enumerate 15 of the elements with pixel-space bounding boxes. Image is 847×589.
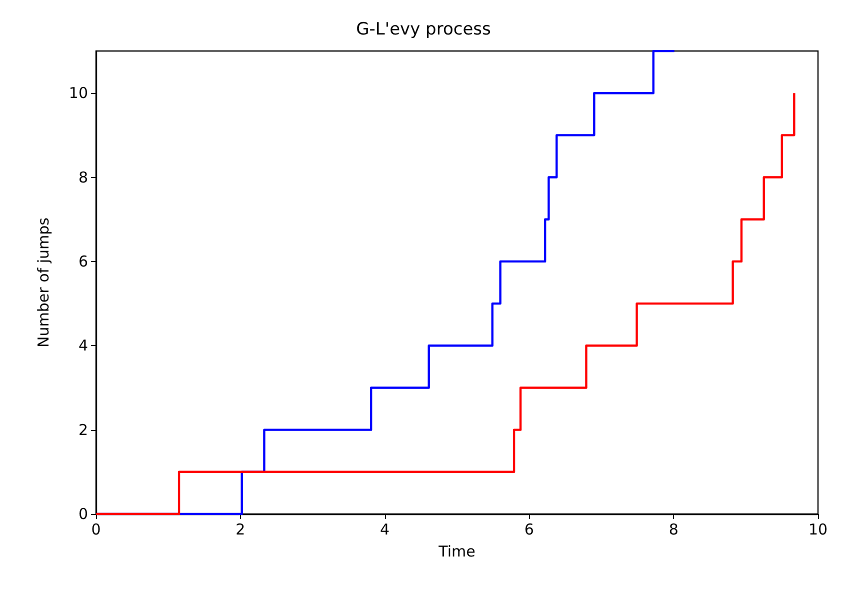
x-axis-title: Time	[438, 542, 476, 560]
y-tick-label: 10	[68, 84, 88, 102]
chart-title: G-L'evy process	[356, 20, 492, 40]
y-tick-label: 2	[78, 420, 88, 439]
y-tick-label: 0	[78, 505, 88, 523]
y-axis-title: Number of jumps	[34, 217, 52, 348]
y-tick-label: 6	[78, 252, 88, 270]
x-tick-label: 8	[668, 520, 678, 538]
x-tick-label: 0	[91, 520, 101, 538]
x-tick-label: 4	[380, 520, 390, 538]
x-tick-label: 6	[524, 520, 534, 538]
x-tick-label: 2	[236, 520, 246, 538]
y-tick-label: 4	[78, 336, 88, 355]
y-tick-label: 8	[78, 168, 88, 186]
x-tick-label: 10	[808, 520, 828, 538]
